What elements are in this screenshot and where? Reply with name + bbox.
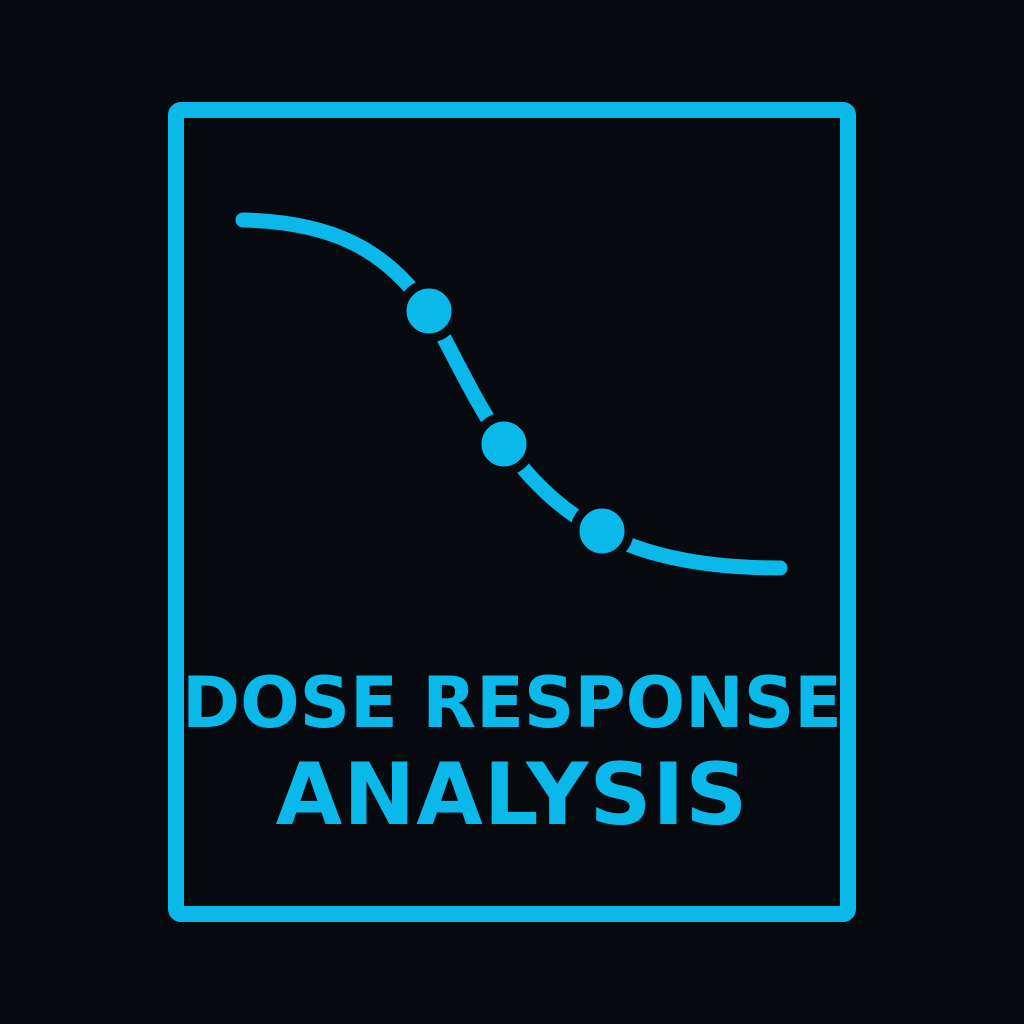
frame-border [168,102,856,922]
dose-response-curve [235,212,788,576]
curve-markers [397,279,634,563]
curve-marker [570,499,634,563]
title-line-1: DOSE RESPONSE [182,662,842,744]
title-line-2: ANALYSIS [275,745,749,845]
curve-marker [472,412,536,476]
curve-marker [397,279,461,343]
